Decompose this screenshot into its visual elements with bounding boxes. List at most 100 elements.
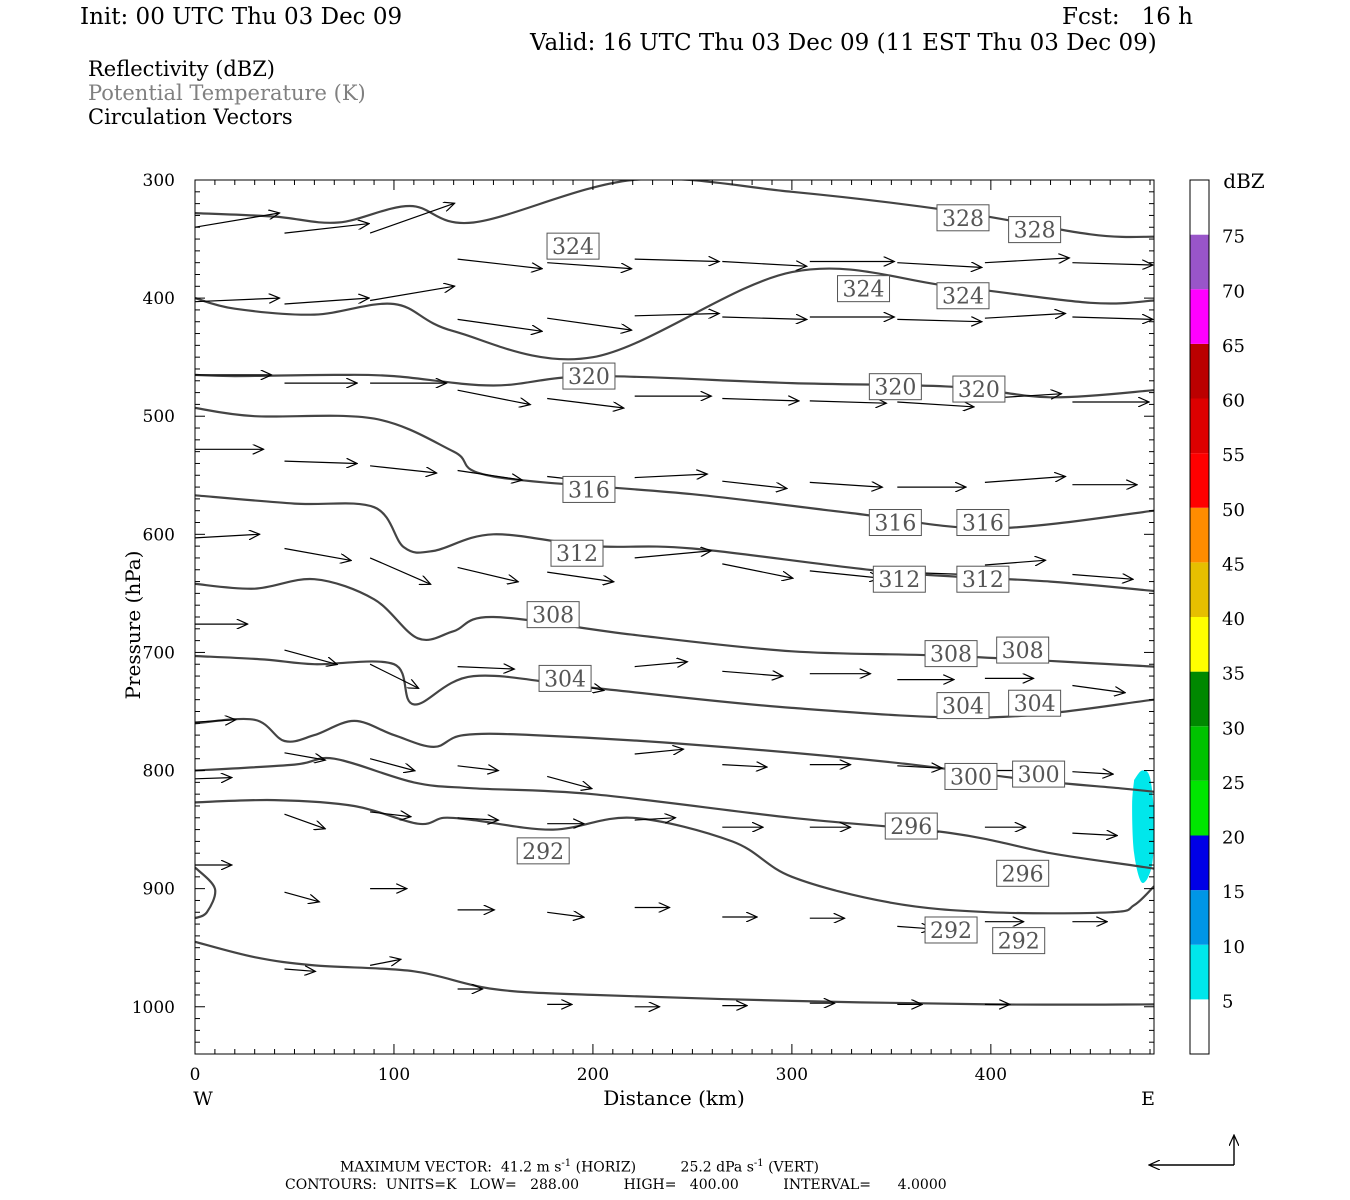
contour-label-308: 308 (526, 601, 580, 629)
colorbar-label: 5 (1222, 991, 1233, 1012)
contour-label-308: 308 (996, 636, 1050, 664)
colorbar-swatch (1190, 453, 1209, 508)
wind-vector (634, 474, 707, 478)
wind-vector (284, 813, 325, 828)
svg-text:316: 316 (568, 478, 610, 503)
colorbar-label: 35 (1222, 664, 1245, 685)
wind-vector (547, 912, 583, 917)
y-tick-label: 600 (143, 525, 175, 545)
wind-vector (634, 314, 719, 316)
wind-vector (897, 319, 981, 321)
wind-vector (284, 547, 351, 561)
contour-label-300: 300 (1012, 760, 1066, 788)
wind-vector (195, 778, 231, 779)
contour-label-324: 324 (546, 232, 600, 260)
svg-text:300: 300 (1018, 763, 1060, 788)
wind-vector (984, 477, 1065, 483)
contour-label-296: 296 (884, 812, 938, 840)
legend-reflectivity: Reflectivity (dBZ) (88, 57, 276, 81)
wind-vector (722, 480, 786, 488)
svg-text:320: 320 (958, 378, 1000, 403)
colorbar-swatch (1190, 562, 1209, 617)
theta-contour-296 (195, 756, 1154, 870)
wind-vector (809, 401, 886, 403)
theta-contour-308 (195, 577, 1154, 668)
wind-vector (1072, 833, 1116, 835)
colorbar-swatch (1190, 507, 1209, 563)
colorbar-label: 15 (1222, 882, 1245, 903)
colorbar-label: 75 (1222, 227, 1245, 248)
wind-vector (547, 775, 591, 788)
forecast-hour: Fcst: 16 h (1062, 4, 1193, 30)
svg-text:292: 292 (998, 930, 1040, 955)
svg-text:304: 304 (544, 667, 586, 692)
wind-vector (634, 551, 711, 559)
theta-contour-312 (195, 494, 1154, 593)
wind-vector (284, 461, 357, 463)
theta-contour-284 (195, 866, 217, 920)
contour-label-324: 324 (837, 275, 891, 303)
theta-contour-324 (195, 267, 1154, 361)
init-time: Init: 00 UTC Thu 03 Dec 09 (80, 4, 403, 30)
wind-vector (1072, 575, 1132, 580)
y-axis-label: Pressure (hPa) (121, 551, 145, 700)
wind-vector (722, 317, 806, 319)
svg-text:308: 308 (930, 643, 972, 668)
colorbar-swatch (1190, 180, 1209, 235)
wind-vector (634, 259, 719, 261)
contour-label-316: 316 (868, 509, 922, 537)
wind-vector (284, 298, 369, 305)
y-tick-label: 400 (143, 289, 175, 309)
x-tick-label: 400 (975, 1065, 1007, 1085)
svg-text:328: 328 (1014, 219, 1056, 244)
colorbar-swatch (1190, 890, 1209, 945)
colorbar-swatch (1190, 944, 1209, 1000)
wind-vector (284, 891, 319, 901)
contour-label-328: 328 (936, 204, 990, 232)
max-vector-note: MAXIMUM VECTOR: 41.2 m s-1 (HORIZ) 25.2 … (340, 1158, 819, 1176)
wind-vector (284, 649, 337, 664)
contour-label-308: 308 (924, 640, 978, 668)
svg-text:312: 312 (962, 568, 1004, 593)
colorbar-label: 60 (1222, 391, 1245, 412)
colorbar-swatch (1190, 398, 1209, 454)
wind-vector (284, 969, 315, 971)
colorbar-swatch (1190, 289, 1209, 344)
colorbar-swatch (1190, 780, 1209, 836)
theta-contour-292 (195, 798, 1154, 915)
colorbar-label: 45 (1222, 554, 1245, 575)
svg-text:304: 304 (1014, 692, 1056, 717)
theta-contour-300 (195, 717, 1154, 793)
wind-vector (195, 534, 259, 538)
wind-vector (809, 482, 882, 487)
wind-vector (370, 465, 436, 473)
svg-text:304: 304 (942, 695, 984, 720)
x-tick-label: 200 (577, 1065, 609, 1085)
colorbar-swatch (1190, 671, 1209, 727)
colorbar-swatch (1190, 835, 1209, 891)
contour-label-292: 292 (924, 916, 978, 944)
svg-text:312: 312 (556, 542, 598, 567)
wind-vector (547, 397, 623, 408)
theta-contour-316 (195, 406, 1154, 530)
wind-vector (369, 286, 454, 302)
wind-vector (722, 563, 792, 578)
theta-contour-320 (195, 373, 1154, 399)
legend-potential-temperature: Potential Temperature (K) (88, 81, 366, 105)
y-tick-label: 1000 (132, 998, 175, 1018)
wind-vector (369, 557, 430, 584)
wind-vector (634, 818, 675, 820)
wind-vector (722, 399, 798, 401)
wind-vector (457, 818, 498, 820)
wind-vector (457, 258, 542, 269)
wind-vector (1072, 263, 1152, 265)
reference-vector (1150, 1136, 1234, 1165)
y-tick-label: 800 (143, 762, 175, 782)
wind-vector (1072, 684, 1124, 693)
wind-vector (369, 204, 454, 234)
wind-vector (897, 402, 973, 407)
svg-text:324: 324 (942, 285, 984, 310)
svg-text:320: 320 (568, 365, 610, 390)
east-label: E (1141, 1088, 1155, 1110)
